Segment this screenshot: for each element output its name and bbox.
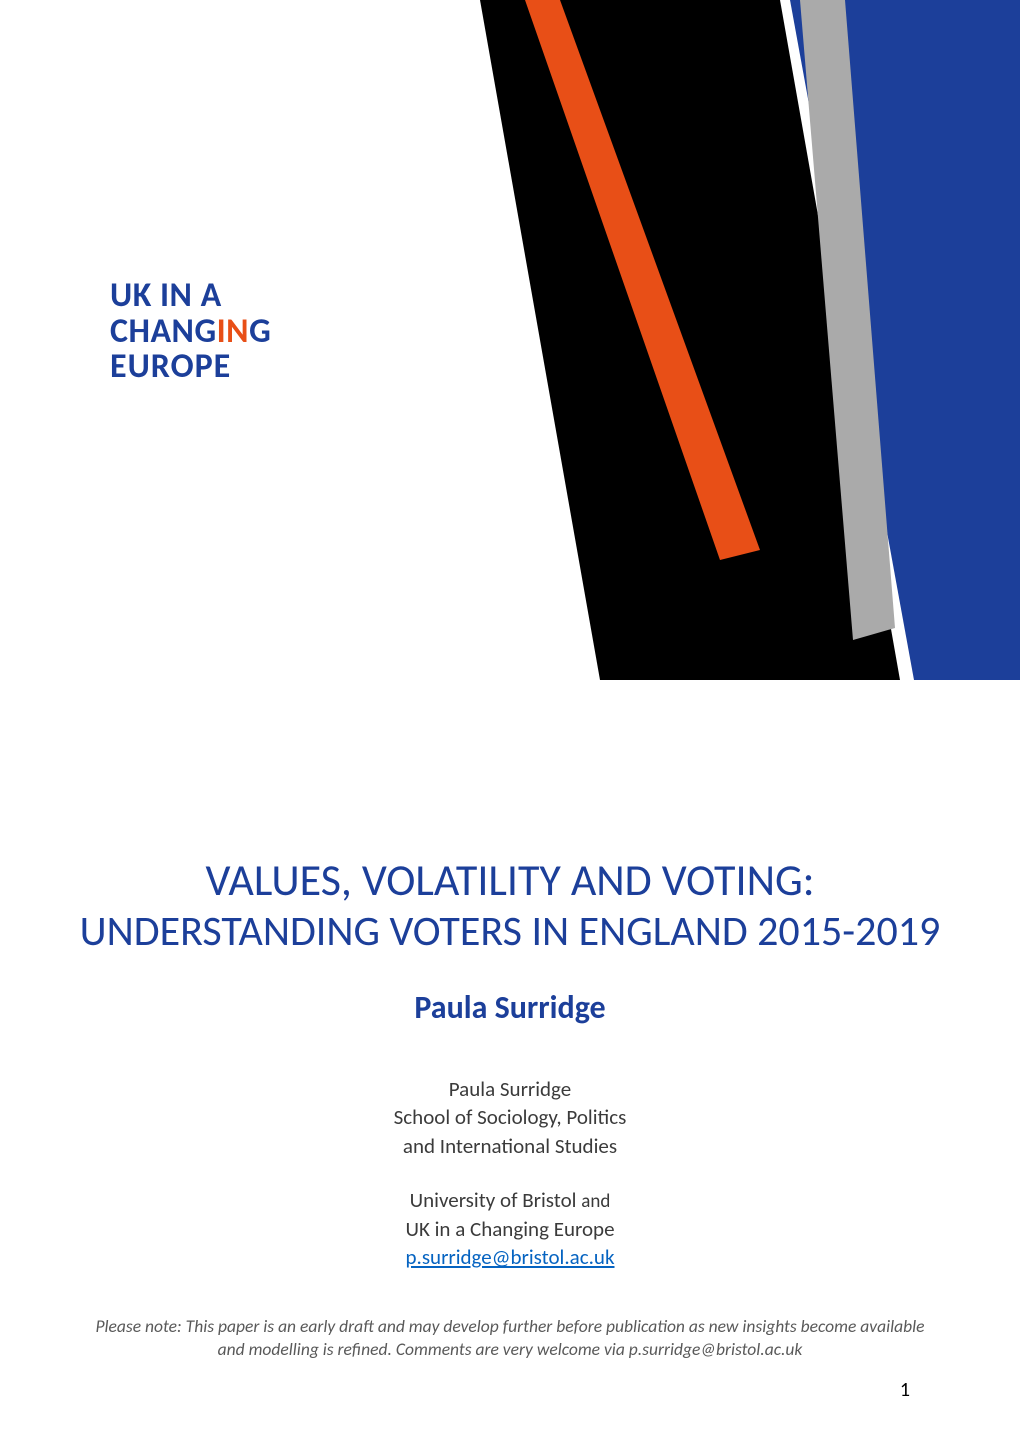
page-number: 1 [900, 1378, 910, 1402]
logo-l3-a: EUROPE [110, 346, 231, 387]
author-detail-line: University of Bristol and [60, 1186, 960, 1215]
author-detail-line: UK in a Changing Europe [60, 1215, 960, 1243]
header-graphic [240, 0, 1020, 682]
author-detail-line: Paula Surridge [60, 1075, 960, 1103]
author-email-link[interactable]: p.surridge@bristol.ac.uk [405, 1244, 614, 1270]
header-graphic-svg [240, 0, 1020, 682]
author-detail-line: and International Studies [60, 1132, 960, 1160]
author-name: Paula Surridge [60, 988, 960, 1027]
author-affiliation-block: University of Bristol and UK in a Changi… [60, 1186, 960, 1271]
title-block: VALUES, VOLATILITY AND VOTING: UNDERSTAN… [0, 855, 1020, 1271]
page-root: UK IN A CHANGING EUROPE VALUES, VOLATILI… [0, 0, 1020, 1442]
brand-logo: UK IN A CHANGING EUROPE [110, 278, 271, 385]
author-details: Paula Surridge School of Sociology, Poli… [60, 1075, 960, 1271]
paper-title: VALUES, VOLATILITY AND VOTING: UNDERSTAN… [60, 855, 960, 956]
title-line-2: UNDERSTANDING VOTERS IN ENGLAND 2015-201… [60, 908, 960, 956]
disclaimer-line: and modelling is refined. Comments are v… [80, 1338, 940, 1362]
author-detail-line: School of Sociology, Politics [60, 1103, 960, 1131]
logo-line-1: UK IN A [110, 278, 271, 314]
affiliation-and: and [581, 1190, 610, 1213]
logo-line-3: EUROPE [110, 349, 271, 385]
disclaimer-line: Please note: This paper is an early draf… [80, 1315, 940, 1339]
title-line-1: VALUES, VOLATILITY AND VOTING: [60, 855, 960, 906]
disclaimer-note: Please note: This paper is an early draf… [0, 1315, 1020, 1362]
logo-line-2: CHANGING [110, 314, 271, 350]
logo-l2-c: G [249, 311, 271, 352]
affiliation-uni: University of Bristol [410, 1187, 582, 1213]
